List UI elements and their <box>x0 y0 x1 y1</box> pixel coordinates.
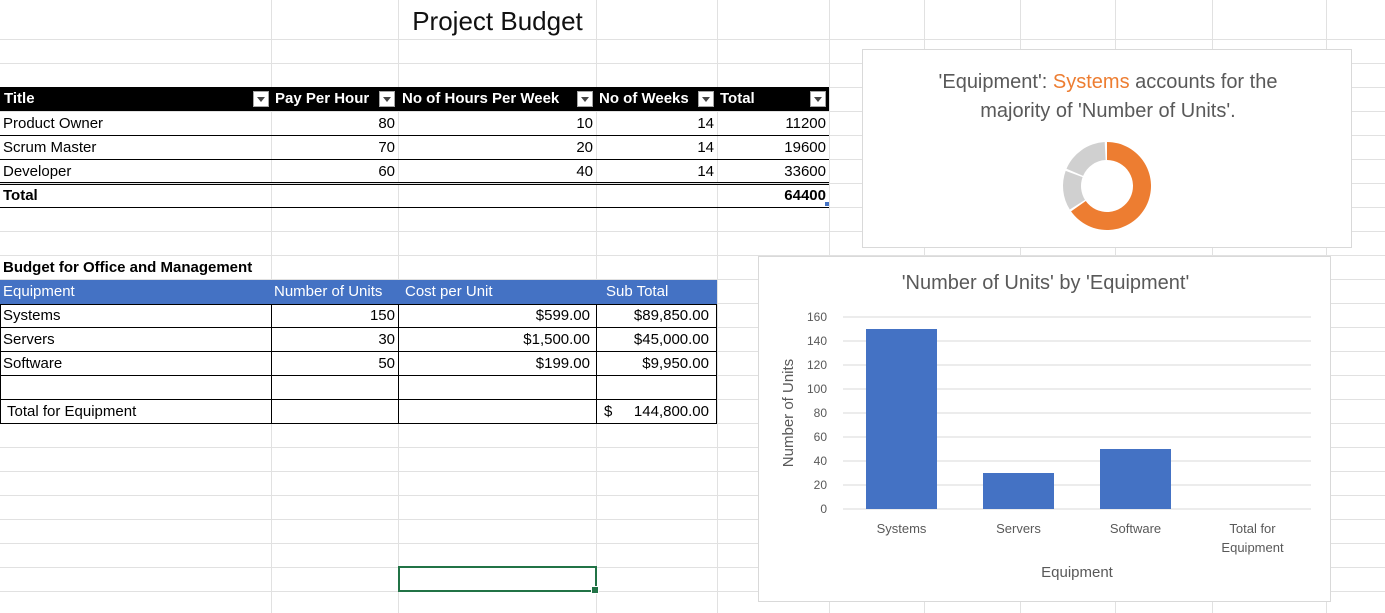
y-tick-label: 120 <box>807 358 827 372</box>
cell-title[interactable]: Developer <box>3 163 72 180</box>
insight-line-1: 'Equipment': Systems accounts for the <box>863 68 1353 97</box>
cell-equipment[interactable]: Software <box>3 355 63 372</box>
cell-pay[interactable]: 80 <box>378 115 395 132</box>
filter-dropdown-icon[interactable] <box>810 91 826 107</box>
header-title[interactable]: Title <box>4 90 35 107</box>
table-resize-handle[interactable] <box>825 202 829 206</box>
cell-weeks[interactable]: 14 <box>697 139 714 156</box>
bar <box>983 473 1054 509</box>
cell-total[interactable]: 11200 <box>785 115 826 132</box>
cell-weeks[interactable]: 14 <box>697 115 714 132</box>
cell-total[interactable]: 33600 <box>784 163 826 180</box>
bar <box>1100 449 1171 509</box>
col-divider <box>716 304 717 424</box>
col-divider <box>596 304 597 424</box>
total-value[interactable]: 64400 <box>784 187 826 204</box>
filter-dropdown-icon[interactable] <box>379 91 395 107</box>
cell-total[interactable]: 19600 <box>784 139 826 156</box>
fill-handle[interactable] <box>591 586 599 594</box>
active-cell-selection[interactable] <box>398 566 599 594</box>
cell-subtotal[interactable]: $9,950.00 <box>642 355 709 372</box>
x-tick-label: Software <box>1110 521 1161 536</box>
header-sub-total[interactable]: Sub Total <box>606 283 669 300</box>
y-tick-label: 40 <box>814 454 828 468</box>
cell-title[interactable]: Product Owner <box>3 115 104 132</box>
header-total[interactable]: Total <box>720 90 755 107</box>
col-divider <box>398 304 399 424</box>
total-equipment-label[interactable]: Total for Equipment <box>7 403 137 420</box>
row-divider <box>0 327 717 328</box>
filter-dropdown-icon[interactable] <box>698 91 714 107</box>
y-tick-label: 0 <box>820 502 827 516</box>
cell-hours[interactable]: 10 <box>576 115 593 132</box>
header-hours-per-week[interactable]: No of Hours Per Week <box>402 90 560 107</box>
cell-title[interactable]: Scrum Master <box>3 139 97 156</box>
y-tick-label: 160 <box>807 310 827 324</box>
insight-highlight: Systems <box>1052 71 1130 93</box>
cell-equipment[interactable]: Systems <box>3 307 61 324</box>
donut-slice-other <box>1063 170 1086 210</box>
cell-pay[interactable]: 70 <box>378 139 395 156</box>
header-cost-per-unit[interactable]: Cost per Unit <box>405 283 493 300</box>
y-tick-label: 20 <box>814 478 828 492</box>
x-tick-label: Systems <box>877 521 927 536</box>
header-equipment[interactable]: Equipment <box>3 283 75 300</box>
cell-units[interactable]: 30 <box>378 331 395 348</box>
total-equipment-value[interactable]: 144,800.00 <box>633 403 709 420</box>
x-tick-label: Servers <box>996 521 1041 536</box>
x-tick-label: Equipment <box>1221 540 1284 555</box>
table2-total-border <box>0 399 717 424</box>
y-tick-label: 140 <box>807 334 827 348</box>
insight-text: 'Equipment': Systems accounts for the ma… <box>863 68 1353 126</box>
cell-units[interactable]: 150 <box>369 307 395 324</box>
total-label[interactable]: Total <box>3 187 38 204</box>
row-divider <box>0 207 829 208</box>
insight-card[interactable]: 'Equipment': Systems accounts for the ma… <box>862 49 1352 248</box>
cell-cost[interactable]: $199.00 <box>535 355 590 372</box>
donut-slice-other <box>1066 142 1106 176</box>
filter-dropdown-icon[interactable] <box>577 91 593 107</box>
cell-cost[interactable]: $1,500.00 <box>523 331 590 348</box>
sheet-title[interactable]: Project Budget <box>412 6 583 36</box>
cell-cost[interactable]: $599.00 <box>535 307 590 324</box>
insight-line-2: majority of 'Number of Units'. <box>980 100 1236 122</box>
y-tick-label: 80 <box>814 406 828 420</box>
chart-title: 'Number of Units' by 'Equipment' <box>901 272 1190 294</box>
y-tick-label: 100 <box>807 382 827 396</box>
y-tick-label: 60 <box>814 430 828 444</box>
bar-chart-plot: 0 20 40 60 80 100 120 140 160 Systems Servers Softw… <box>780 310 1311 581</box>
cell-hours[interactable]: 40 <box>576 163 593 180</box>
x-tick-label: Total for <box>1229 521 1276 536</box>
donut-slice-systems <box>1071 142 1151 230</box>
total-currency-symbol: $ <box>604 403 613 420</box>
header-pay-per-hour[interactable]: Pay Per Hour <box>275 90 370 107</box>
cell-equipment[interactable]: Servers <box>3 331 55 348</box>
y-axis-label: Number of Units <box>780 359 797 467</box>
cell-units[interactable]: 50 <box>378 355 395 372</box>
table1-header-row: Title Pay Per Hour No of Hours Per Week … <box>0 87 829 111</box>
bar <box>866 329 937 509</box>
row-divider <box>0 351 717 352</box>
cell-hours[interactable]: 20 <box>576 139 593 156</box>
header-no-of-weeks[interactable]: No of Weeks <box>599 90 689 107</box>
table2-header-row: Equipment Number of Units Cost per Unit … <box>0 280 717 304</box>
row-divider <box>0 182 829 183</box>
row-divider <box>0 375 717 376</box>
x-axis-label: Equipment <box>1041 564 1114 581</box>
cell-subtotal[interactable]: $45,000.00 <box>633 331 709 348</box>
insight-suffix: accounts for the <box>1129 71 1278 93</box>
bar-chart-card[interactable]: 'Number of Units' by 'Equipment' 0 20 40 60… <box>758 256 1331 602</box>
cell-weeks[interactable]: 14 <box>697 163 714 180</box>
table2-caption[interactable]: Budget for Office and Management <box>3 259 253 276</box>
cell-pay[interactable]: 60 <box>378 163 395 180</box>
header-number-of-units[interactable]: Number of Units <box>274 283 383 300</box>
col-divider <box>271 304 272 424</box>
row-divider <box>0 135 829 136</box>
donut-chart <box>1063 142 1151 230</box>
row-divider <box>0 184 829 185</box>
row-divider <box>0 159 829 160</box>
filter-dropdown-icon[interactable] <box>253 91 269 107</box>
insight-prefix: 'Equipment': <box>938 71 1053 93</box>
cell-subtotal[interactable]: $89,850.00 <box>633 307 709 324</box>
